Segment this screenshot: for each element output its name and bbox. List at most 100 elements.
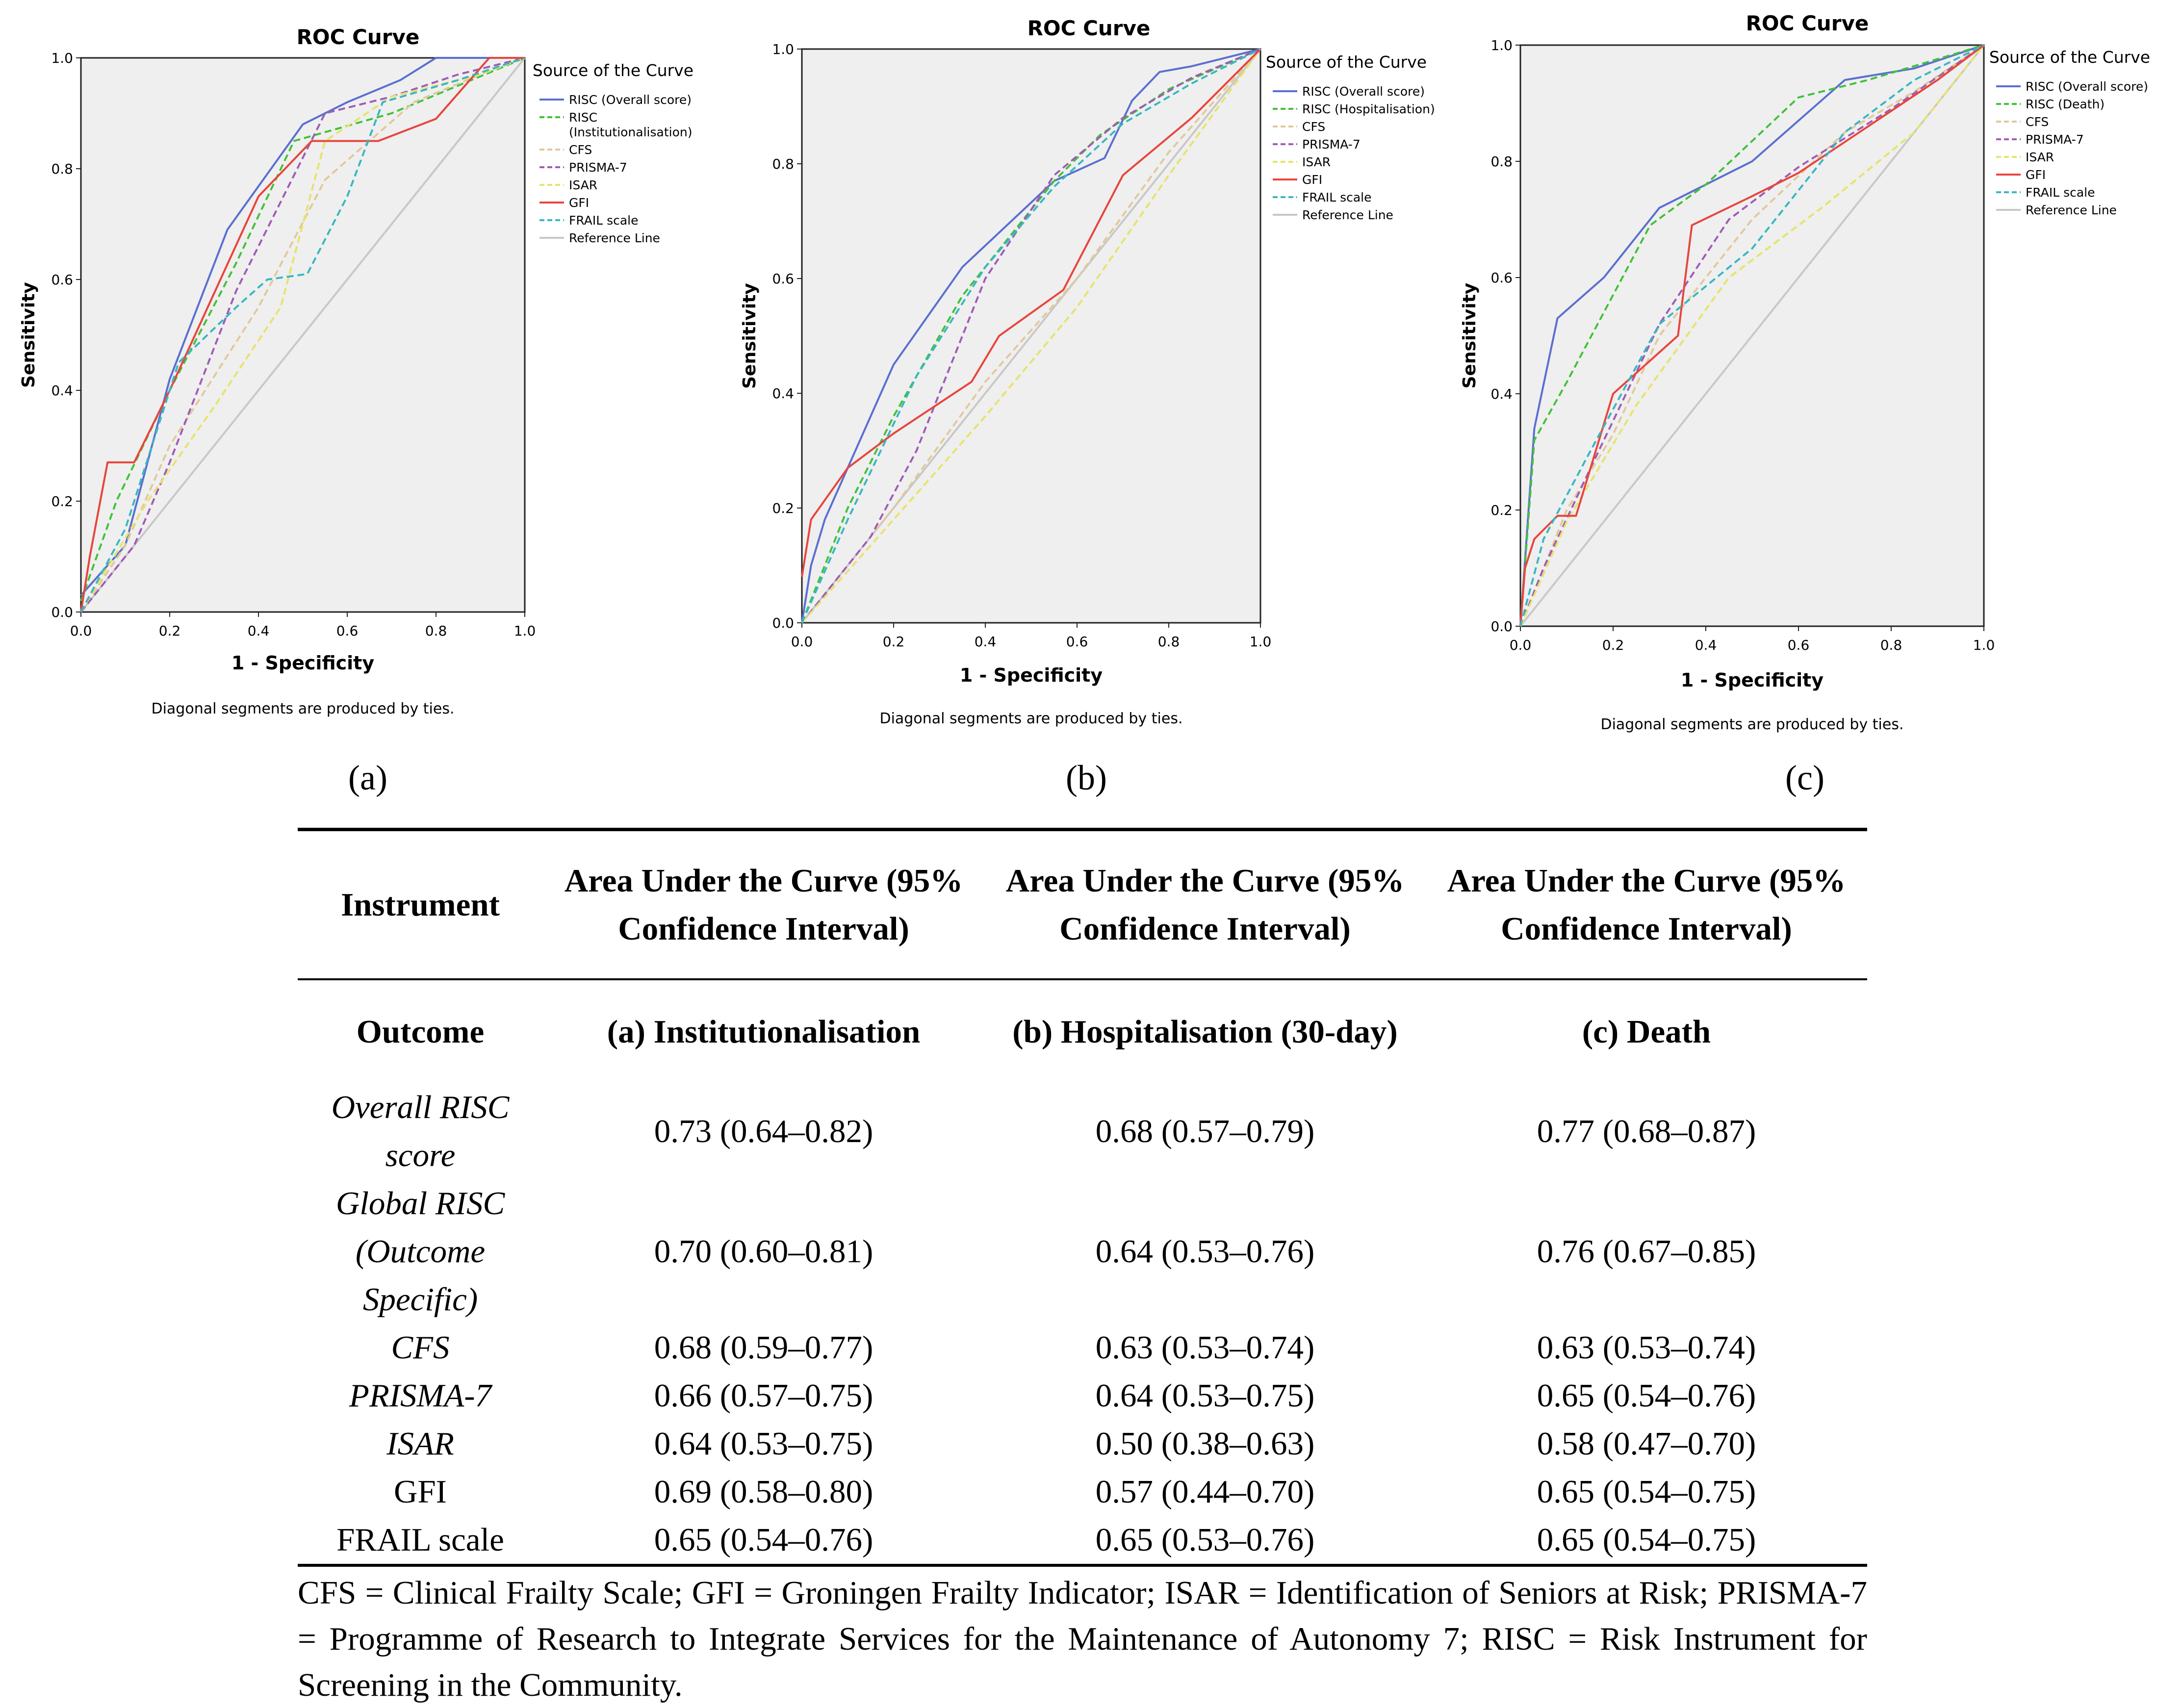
row-auc-a: 0.68 (0.59–0.77) (654, 1329, 873, 1366)
row-auc-c: 0.65 (0.54–0.75) (1537, 1474, 1756, 1510)
row-auc-c: 0.77 (0.68–0.87) (1537, 1113, 1756, 1149)
legend-label: PRISMA-7 (569, 160, 627, 175)
row-auc-b: 0.68 (0.57–0.79) (1095, 1113, 1315, 1149)
legend-label: ISAR (569, 178, 597, 192)
series-line (80, 57, 525, 602)
row-auc-c: 0.65 (0.54–0.76) (1537, 1377, 1756, 1414)
legend-title: Source of the Curve (1989, 48, 2150, 67)
header-auc-b: Area Under the Curve (95% Confidence Int… (984, 828, 1426, 980)
row-auc-b: 0.57 (0.44–0.70) (1095, 1474, 1315, 1510)
x-tick-label: 0.6 (1066, 634, 1088, 650)
series-line (1519, 44, 1984, 627)
row-instrument: Overall RISC score (331, 1089, 510, 1173)
legend-label: FRAIL scale (569, 213, 639, 228)
series-line (80, 57, 526, 613)
legend-label: FRAIL scale (2026, 185, 2095, 200)
x-tick-label: 0.4 (248, 623, 270, 639)
y-tick-label: 0.8 (51, 161, 73, 177)
row-auc-a: 0.65 (0.54–0.76) (543, 1516, 984, 1567)
legend-label: PRISMA-7 (1302, 137, 1361, 152)
y-tick-label: 0.0 (772, 615, 794, 631)
y-tick-label: 1.0 (1490, 37, 1513, 53)
x-tick-label: 0.8 (425, 623, 447, 639)
outcome-a: (a) Institutionalisation (607, 1014, 921, 1050)
auc-table: Instrument Area Under the Curve (95% Con… (298, 828, 1867, 1567)
legend-label: FRAIL scale (1302, 190, 1372, 204)
roc-chart-c: ROC Curve 0.0 0.0 0.2 0.2 0.4 0.4 0.6 0.6 0.8 0.8 1… (1460, 11, 2150, 733)
row-auc-a: 0.64 (0.53–0.75) (654, 1426, 873, 1462)
panel-label-c: (c) (1785, 758, 1824, 797)
row-instrument: CFS (391, 1329, 450, 1366)
legend-label: GFI (569, 196, 589, 210)
chart-note: Diagonal segments are produced by ties. (879, 710, 1182, 727)
row-auc-c: 0.63 (0.53–0.74) (1537, 1329, 1756, 1366)
panel-label-a: (a) (348, 758, 387, 797)
row-instrument: PRISMA-7 (349, 1377, 492, 1414)
legend-label: Reference Line (569, 231, 660, 245)
series-line (801, 48, 1261, 623)
outcome-label: Outcome (356, 1014, 485, 1050)
y-tick-label: 0.2 (1490, 502, 1513, 518)
y-tick-label: 0.2 (51, 493, 73, 510)
series-line (1519, 44, 1985, 627)
table-header-row: Instrument Area Under the Curve (95% Con… (298, 828, 1867, 980)
y-tick-label: 0.2 (772, 500, 794, 516)
row-auc-a: 0.66 (0.57–0.75) (654, 1377, 873, 1414)
roc-chart-b: ROC Curve 0.0 0.0 0.2 0.2 0.4 0.4 0.6 0.6 0.8 0.8 1… (740, 16, 1435, 727)
legend-label: PRISMA-7 (2026, 132, 2084, 147)
series-line (1519, 44, 1985, 627)
roc-chart-a: ROC Curve 0.0 0.0 0.2 0.2 0.4 0.4 0.6 0.6 0.8 0.8 1… (19, 25, 693, 717)
table-row: Overall RISC score 0.73 (0.64–0.82) 0.68… (298, 1083, 1867, 1179)
legend-label: GFI (1302, 173, 1322, 187)
x-tick-label: 1.0 (514, 623, 536, 639)
table-row: Global RISC (Outcome Specific) 0.70 (0.6… (298, 1179, 1867, 1324)
legend-label: Reference Line (1302, 208, 1393, 222)
x-tick-label: 0.8 (1880, 637, 1902, 653)
x-tick-label: 0.6 (1788, 637, 1810, 653)
row-instrument: Global RISC (Outcome Specific) (335, 1185, 505, 1318)
header-auc-c: Area Under the Curve (95% Confidence Int… (1426, 828, 1867, 980)
y-axis-label: Sensitivity (1460, 283, 1480, 389)
legend-label: GFI (2026, 168, 2046, 182)
x-tick-label: 0.0 (70, 623, 92, 639)
row-instrument: ISAR (386, 1426, 454, 1462)
series-line (801, 48, 1261, 624)
auc-table-section: Instrument Area Under the Curve (95% Con… (298, 828, 1867, 1708)
y-tick-label: 0.6 (772, 271, 794, 287)
series-line (801, 48, 1261, 624)
x-tick-label: 0.2 (883, 634, 905, 650)
series-line (80, 57, 525, 612)
x-axis-label: 1 - Specificity (1681, 669, 1823, 691)
row-auc-b: 0.64 (0.53–0.76) (1095, 1233, 1315, 1270)
legend-title: Source of the Curve (533, 61, 693, 80)
y-tick-label: 0.4 (1490, 386, 1513, 402)
x-tick-label: 0.8 (1158, 634, 1180, 650)
row-auc-c: 0.65 (0.54–0.75) (1426, 1516, 1867, 1567)
table-footnote: CFS = Clinical Frailty Scale; GFI = Gron… (298, 1575, 1867, 1703)
series-line (801, 48, 1261, 623)
series-line (80, 57, 525, 613)
outcome-b: (b) Hospitalisation (30-day) (1012, 1014, 1398, 1050)
y-tick-label: 0.0 (51, 604, 73, 620)
row-auc-b: 0.63 (0.53–0.74) (1095, 1329, 1315, 1366)
outcome-row: Outcome (a) Institutionalisation (b) Hos… (298, 979, 1867, 1083)
y-axis-label: Sensitivity (740, 283, 760, 389)
y-tick-label: 0.8 (772, 156, 794, 172)
y-tick-label: 1.0 (772, 41, 794, 57)
table-row: CFS 0.68 (0.59–0.77) 0.63 (0.53–0.74) 0.… (298, 1324, 1867, 1372)
row-auc-a: 0.70 (0.60–0.81) (654, 1233, 873, 1270)
y-tick-label: 0.0 (1490, 618, 1513, 635)
legend-label: RISC (Overall score) (569, 93, 692, 107)
x-tick-label: 0.2 (1602, 637, 1624, 653)
row-instrument: FRAIL scale (298, 1516, 543, 1567)
outcome-c: (c) Death (1582, 1014, 1711, 1050)
x-tick-label: 0.0 (791, 634, 813, 650)
y-tick-label: 0.6 (1490, 270, 1513, 286)
table-row: GFI 0.69 (0.58–0.80) 0.57 (0.44–0.70) 0.… (298, 1468, 1867, 1516)
series-line (80, 57, 525, 596)
row-auc-a: 0.69 (0.58–0.80) (654, 1474, 873, 1510)
x-tick-label: 0.4 (975, 634, 997, 650)
row-auc-b: 0.65 (0.53–0.76) (984, 1516, 1426, 1567)
y-axis-label: Sensitivity (19, 282, 39, 388)
x-tick-label: 0.6 (336, 623, 359, 639)
